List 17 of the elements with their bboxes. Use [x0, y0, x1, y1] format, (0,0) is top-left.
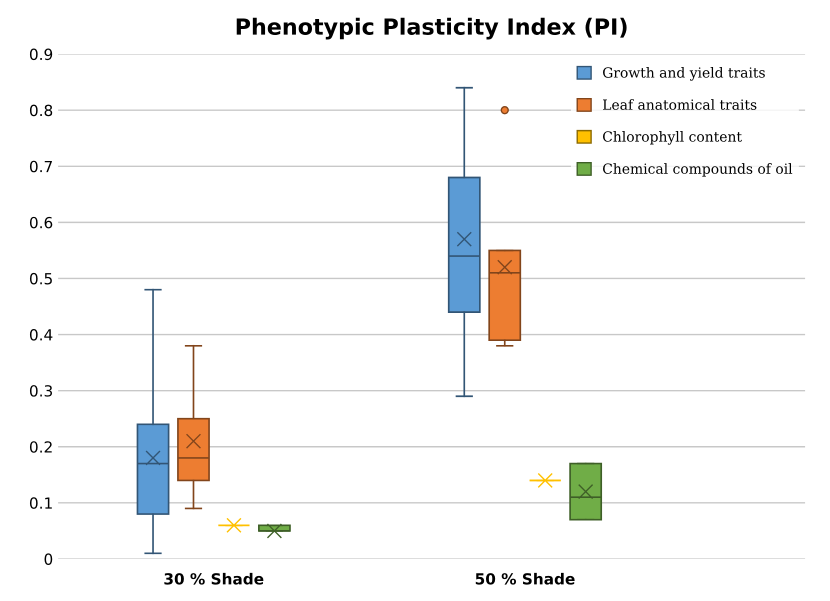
y-tick-label: 0.4: [30, 329, 52, 341]
legend-label: Growth and yield traits: [603, 67, 765, 81]
legend-label: Chemical compounds of oil: [603, 163, 792, 177]
y-tick-label: 0.3: [30, 385, 52, 397]
y-tick-label: 0.9: [30, 48, 52, 60]
y-tick-label: 0.2: [30, 441, 52, 453]
chart-title: Phenotypic Plasticity Index (PI): [236, 18, 627, 40]
legend-label: Leaf anatomical traits: [602, 99, 756, 110]
y-tick-label: 0.6: [30, 216, 52, 228]
y-tick-label: 0.5: [30, 272, 52, 284]
y-tick-label: 0: [44, 553, 52, 565]
x-tick-label: 30 % Shade: [164, 572, 264, 585]
y-tick-label: 0.1: [30, 497, 52, 509]
y-tick-label: 0.7: [30, 160, 52, 172]
legend-label: Chlorophyll content: [603, 131, 742, 145]
x-tick-label: 50 % Shade: [476, 572, 575, 585]
y-tick-label: 0.8: [30, 104, 52, 116]
